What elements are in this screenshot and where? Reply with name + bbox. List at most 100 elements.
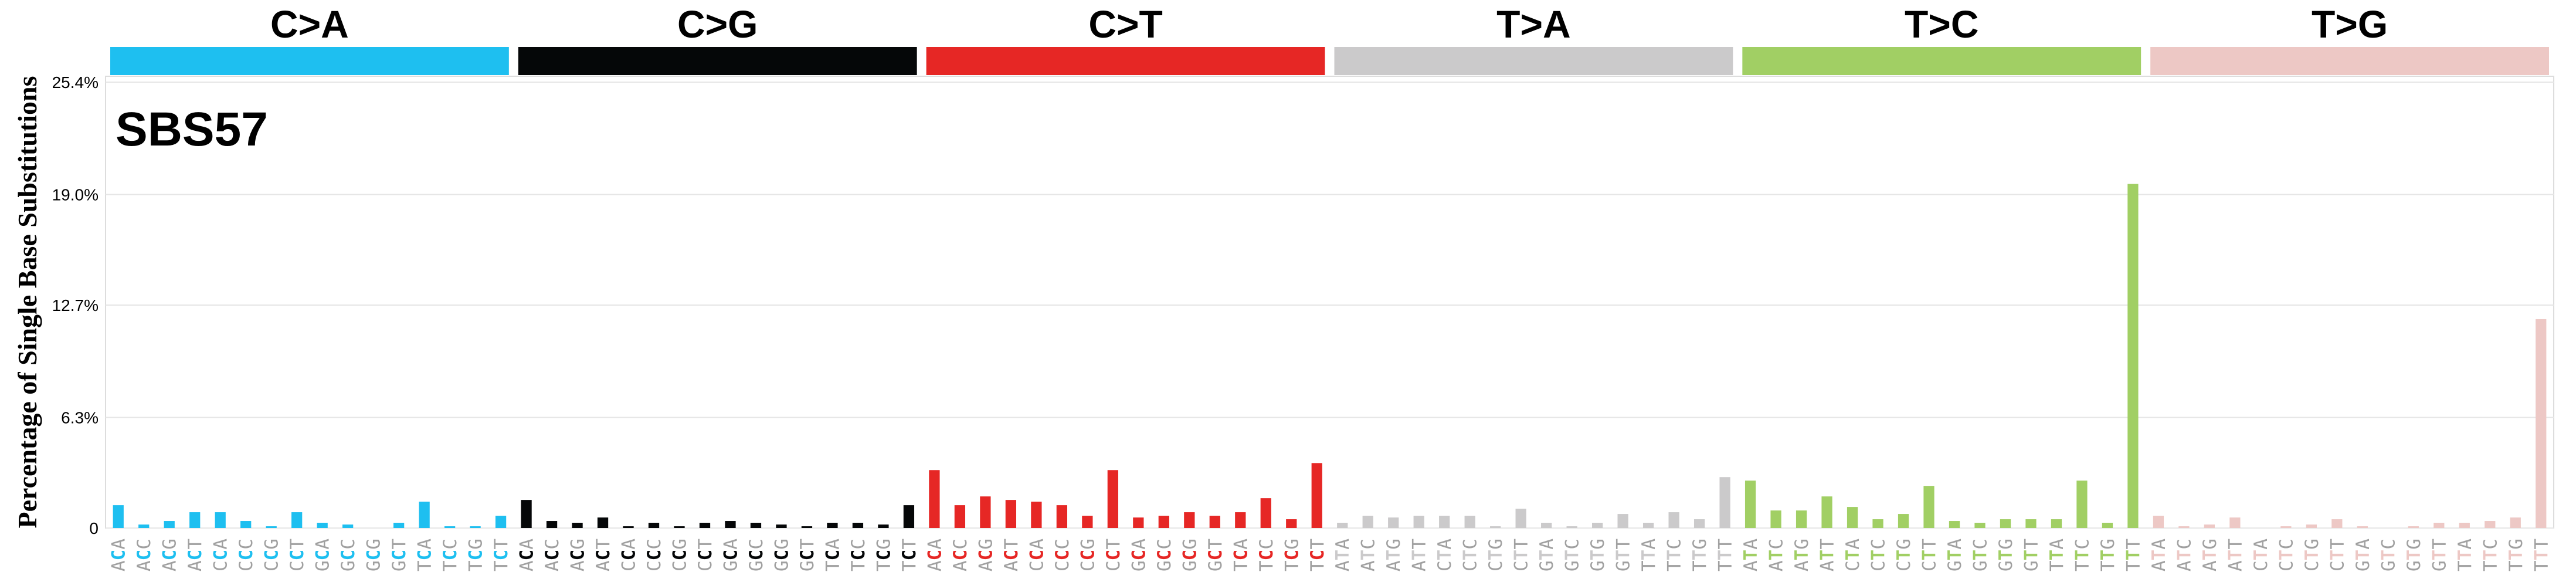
bar [1923,486,1934,528]
x-tick-label: CTA [1434,539,1455,571]
y-tick-label: 6.3% [61,408,99,427]
y-tick-label: 12.7% [52,296,99,314]
bar [2076,481,2088,528]
x-tick-label: GCC [338,539,359,571]
bar [2051,519,2062,528]
x-tick-label: CTT [1511,539,1532,571]
bar [572,523,583,528]
x-tick-label: GCT [797,539,818,571]
bar [1031,502,1042,528]
x-tick-label: ATA [2149,539,2170,571]
bar [240,521,252,528]
bar [2178,526,2190,528]
x-tick-label: CCC [644,539,665,571]
x-tick-label: CTA [1842,539,1864,571]
bar [1388,517,1399,528]
bar [164,521,175,528]
x-tick-label: TCT [491,539,512,571]
bar [1642,523,1654,528]
y-tick-label: 19.0% [52,185,99,204]
bar [1566,526,1577,528]
bar [2000,519,2011,528]
x-tick-label: GCA [720,539,741,571]
mutation-type-band [110,47,509,75]
x-tick-label: CTG [1485,539,1506,571]
bar [801,526,813,528]
bar [393,523,405,528]
plot-frame [105,76,2554,529]
x-tick-label: CTT [2327,539,2348,571]
x-tick-label: GCG [1179,539,1200,571]
bars [113,184,2547,528]
bar [2102,523,2113,528]
bar [1209,516,1220,528]
x-tick-label: GCC [746,539,767,571]
x-tick-label: GTC [2378,539,2399,571]
bar [1719,477,1730,528]
bar [1796,510,1807,528]
bar [623,526,634,528]
chart-title: SBS57 [116,103,268,156]
y-tick-label: 0 [89,519,99,537]
x-tick-label: GTT [2021,539,2042,571]
x-tick-label: ATC [1766,539,1787,571]
x-tick-label: CCG [262,539,283,571]
mutation-type-band [2150,47,2549,75]
bar [2229,517,2241,528]
bar [1337,523,1348,528]
bar [1107,470,1118,528]
x-tick-label: TCT [899,539,920,571]
x-tick-label: ATG [1791,539,1813,571]
bar [317,523,328,528]
mutation-type-label: C>A [270,2,349,46]
bar [419,502,430,528]
x-tick-label: CCA [1026,539,1047,571]
x-tick-label: TCA [1230,539,1251,571]
x-tick-label: TCA [415,539,436,571]
bar [138,525,150,528]
bar [2025,519,2037,528]
x-tick-label: TTA [2455,539,2476,571]
x-tick-label: GTG [2404,539,2425,571]
mutation-type-label: C>G [677,2,758,46]
x-tick-label: GCT [1205,539,1226,571]
bar [2306,525,2317,528]
bar [2485,521,2496,528]
mutation-type-headers: C>A C>G C>T T>A T>C T>G [110,2,2549,75]
x-tick-label: TCC [1256,539,1277,571]
bar [1413,516,1424,528]
x-tick-label: CCC [236,539,257,571]
bar [189,512,201,528]
x-tick-label: GTA [1536,539,1557,571]
bar [2331,519,2343,528]
bar [1821,496,1832,528]
x-tick-label: ACG [159,539,181,571]
bar [980,496,991,528]
x-tick-label: TTC [2480,539,2501,571]
bar [852,523,864,528]
x-tick-label: ATT [2225,539,2246,571]
x-tick-label: TCG [1281,539,1302,571]
x-tick-label: CCT [1103,539,1124,571]
bar [113,505,124,528]
bar [1056,505,1067,528]
x-tick-label: TTA [1638,539,1659,571]
x-tick-label: ACT [1001,539,1022,571]
x-tick-label: TTG [1689,539,1710,571]
bar [648,523,660,528]
mutation-type-label: C>T [1088,2,1163,46]
x-tick-label: TTT [2531,539,2552,571]
bar [1158,516,1169,528]
mutation-type-label: T>C [1905,2,1979,46]
bar [2536,319,2547,528]
bar [1490,526,1501,528]
bar [903,505,915,528]
x-tick-label: ATC [1358,539,1379,571]
bar [2357,526,2368,528]
x-tick-label: ATC [2174,539,2195,571]
x-tick-label: GTG [1587,539,1608,571]
bar [1745,481,1756,528]
gridlines [106,82,2554,529]
x-tick-label: TCG [466,539,487,571]
bar [1184,512,1195,528]
